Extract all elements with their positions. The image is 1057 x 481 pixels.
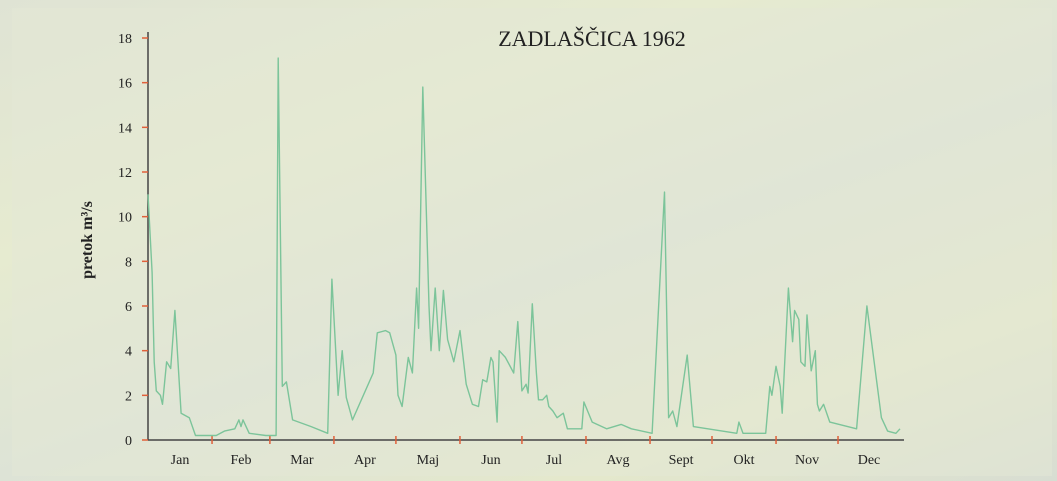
y-tick-label: 2 <box>125 389 132 404</box>
y-tick-label: 16 <box>118 77 132 92</box>
x-tick-label: Nov <box>795 453 819 468</box>
x-tick-label: Apr <box>354 453 376 468</box>
x-tick-label: Dec <box>858 453 881 468</box>
y-tick-label: 8 <box>125 255 132 270</box>
y-tick-label: 14 <box>118 121 132 136</box>
y-tick-label: 6 <box>125 300 132 315</box>
panel <box>12 8 1052 476</box>
chart-title: ZADLAŠČICA 1962 <box>498 26 686 51</box>
y-tick-label: 18 <box>118 32 132 47</box>
data-line <box>147 57 901 437</box>
y-tick-label: 12 <box>118 166 132 181</box>
y-tick-label: 0 <box>125 434 132 449</box>
y-tick-label: 4 <box>125 345 132 360</box>
x-tick-label: Maj <box>417 453 440 468</box>
x-tick-label: Jul <box>546 453 562 468</box>
x-tick-label: Mar <box>290 453 314 468</box>
x-tick-label: Jan <box>171 453 190 468</box>
x-tick-label: Feb <box>230 453 251 468</box>
x-tick-label: Jun <box>481 453 500 468</box>
y-axis-label: pretok m³/s <box>79 201 96 279</box>
x-tick-label: Okt <box>734 453 755 468</box>
x-tick-label: Sept <box>669 453 694 468</box>
x-tick-label: Avg <box>606 453 629 468</box>
y-tick-label: 10 <box>118 211 132 226</box>
